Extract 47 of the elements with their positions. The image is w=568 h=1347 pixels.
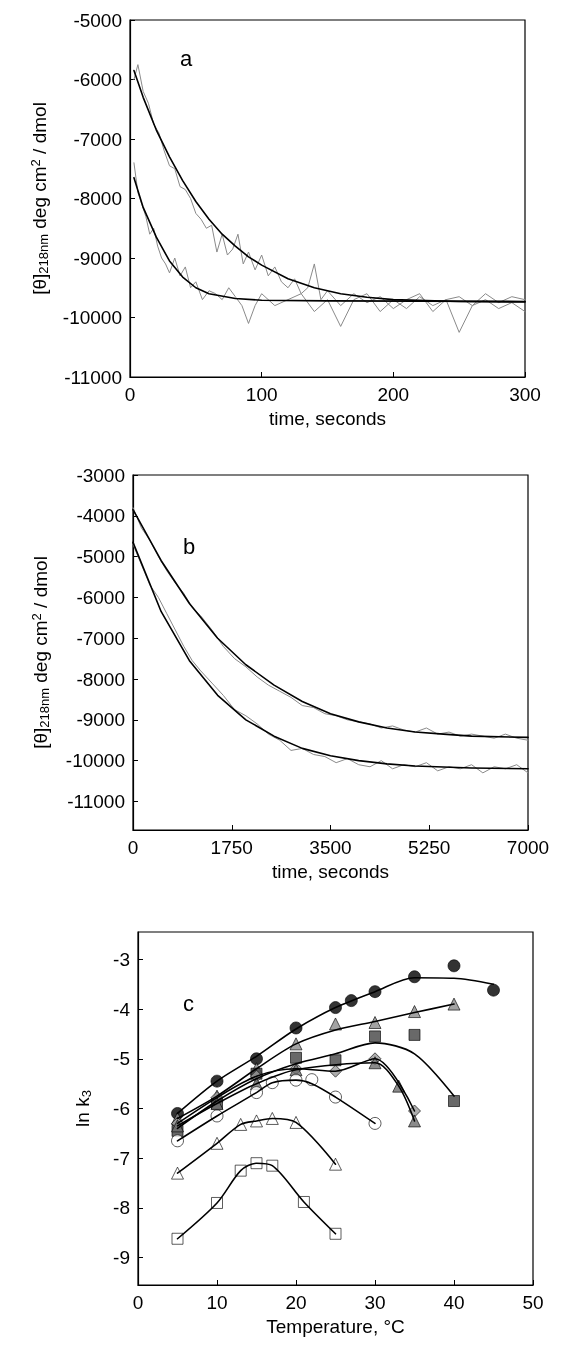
x-axis-title: Temperature, °C: [266, 1315, 405, 1337]
y-tick-label: -8000: [73, 188, 122, 209]
text: a: [180, 45, 193, 71]
y-tick-label: -5000: [73, 9, 122, 31]
x-tick-label: 7000: [506, 837, 550, 858]
y-tick-label: -9000: [76, 709, 125, 731]
y-tick-label: -10000: [62, 307, 122, 328]
y-tick-label: -4: [113, 998, 131, 1020]
y-tick-label: -9: [113, 1247, 130, 1269]
text: b: [183, 533, 196, 559]
text: c: [183, 990, 194, 1016]
y-tick-label: -7: [113, 1147, 130, 1169]
x-tick-label: 10: [206, 1292, 228, 1313]
y-axis-title: ln k3: [72, 1090, 94, 1127]
y-tick-label: -7000: [76, 627, 125, 649]
y-tick-label: -11000: [67, 790, 125, 812]
y-tick-label: -6: [113, 1098, 130, 1119]
x-tick-label: 0: [132, 1292, 144, 1313]
y-tick-label: -9000: [73, 247, 122, 269]
y-tick-label: -3: [113, 948, 130, 970]
y-tick-label: -4000: [76, 505, 125, 527]
y-tick-label: -8: [113, 1197, 130, 1219]
x-tick-label: 1750: [210, 837, 253, 858]
x-tick-label: 100: [245, 384, 278, 405]
y-tick-label: -8000: [76, 668, 125, 690]
x-tick-label: 300: [509, 384, 541, 405]
x-tick-label: 0: [127, 837, 139, 858]
y-axis-title: [θ]218nm deg cm2 / dmol: [29, 556, 52, 749]
y-tick-label: -3000: [76, 464, 125, 486]
x-axis-title: time, seconds: [271, 860, 390, 882]
y-tick-label: -7000: [73, 128, 122, 150]
x-tick-label: 5250: [408, 837, 451, 858]
x-tick-label: 0: [124, 384, 136, 405]
y-tick-label: -5: [113, 1048, 130, 1070]
y-tick-label: -10000: [65, 750, 125, 772]
y-tick-label: -11000: [64, 366, 122, 388]
x-tick-label: 200: [377, 384, 410, 405]
x-tick-label: 40: [443, 1292, 465, 1313]
x-tick-label: 30: [364, 1292, 386, 1313]
x-tick-label: 3500: [309, 837, 352, 858]
y-tick-label: -6000: [76, 586, 125, 608]
y-tick-label: -5000: [76, 546, 125, 568]
y-axis-title: [θ]218nm deg cm2 / dmol: [28, 102, 51, 295]
x-tick-label: 50: [522, 1292, 544, 1313]
x-tick-label: 20: [285, 1292, 307, 1313]
x-axis-title: time, seconds: [268, 407, 387, 429]
y-tick-label: -6000: [73, 69, 122, 90]
